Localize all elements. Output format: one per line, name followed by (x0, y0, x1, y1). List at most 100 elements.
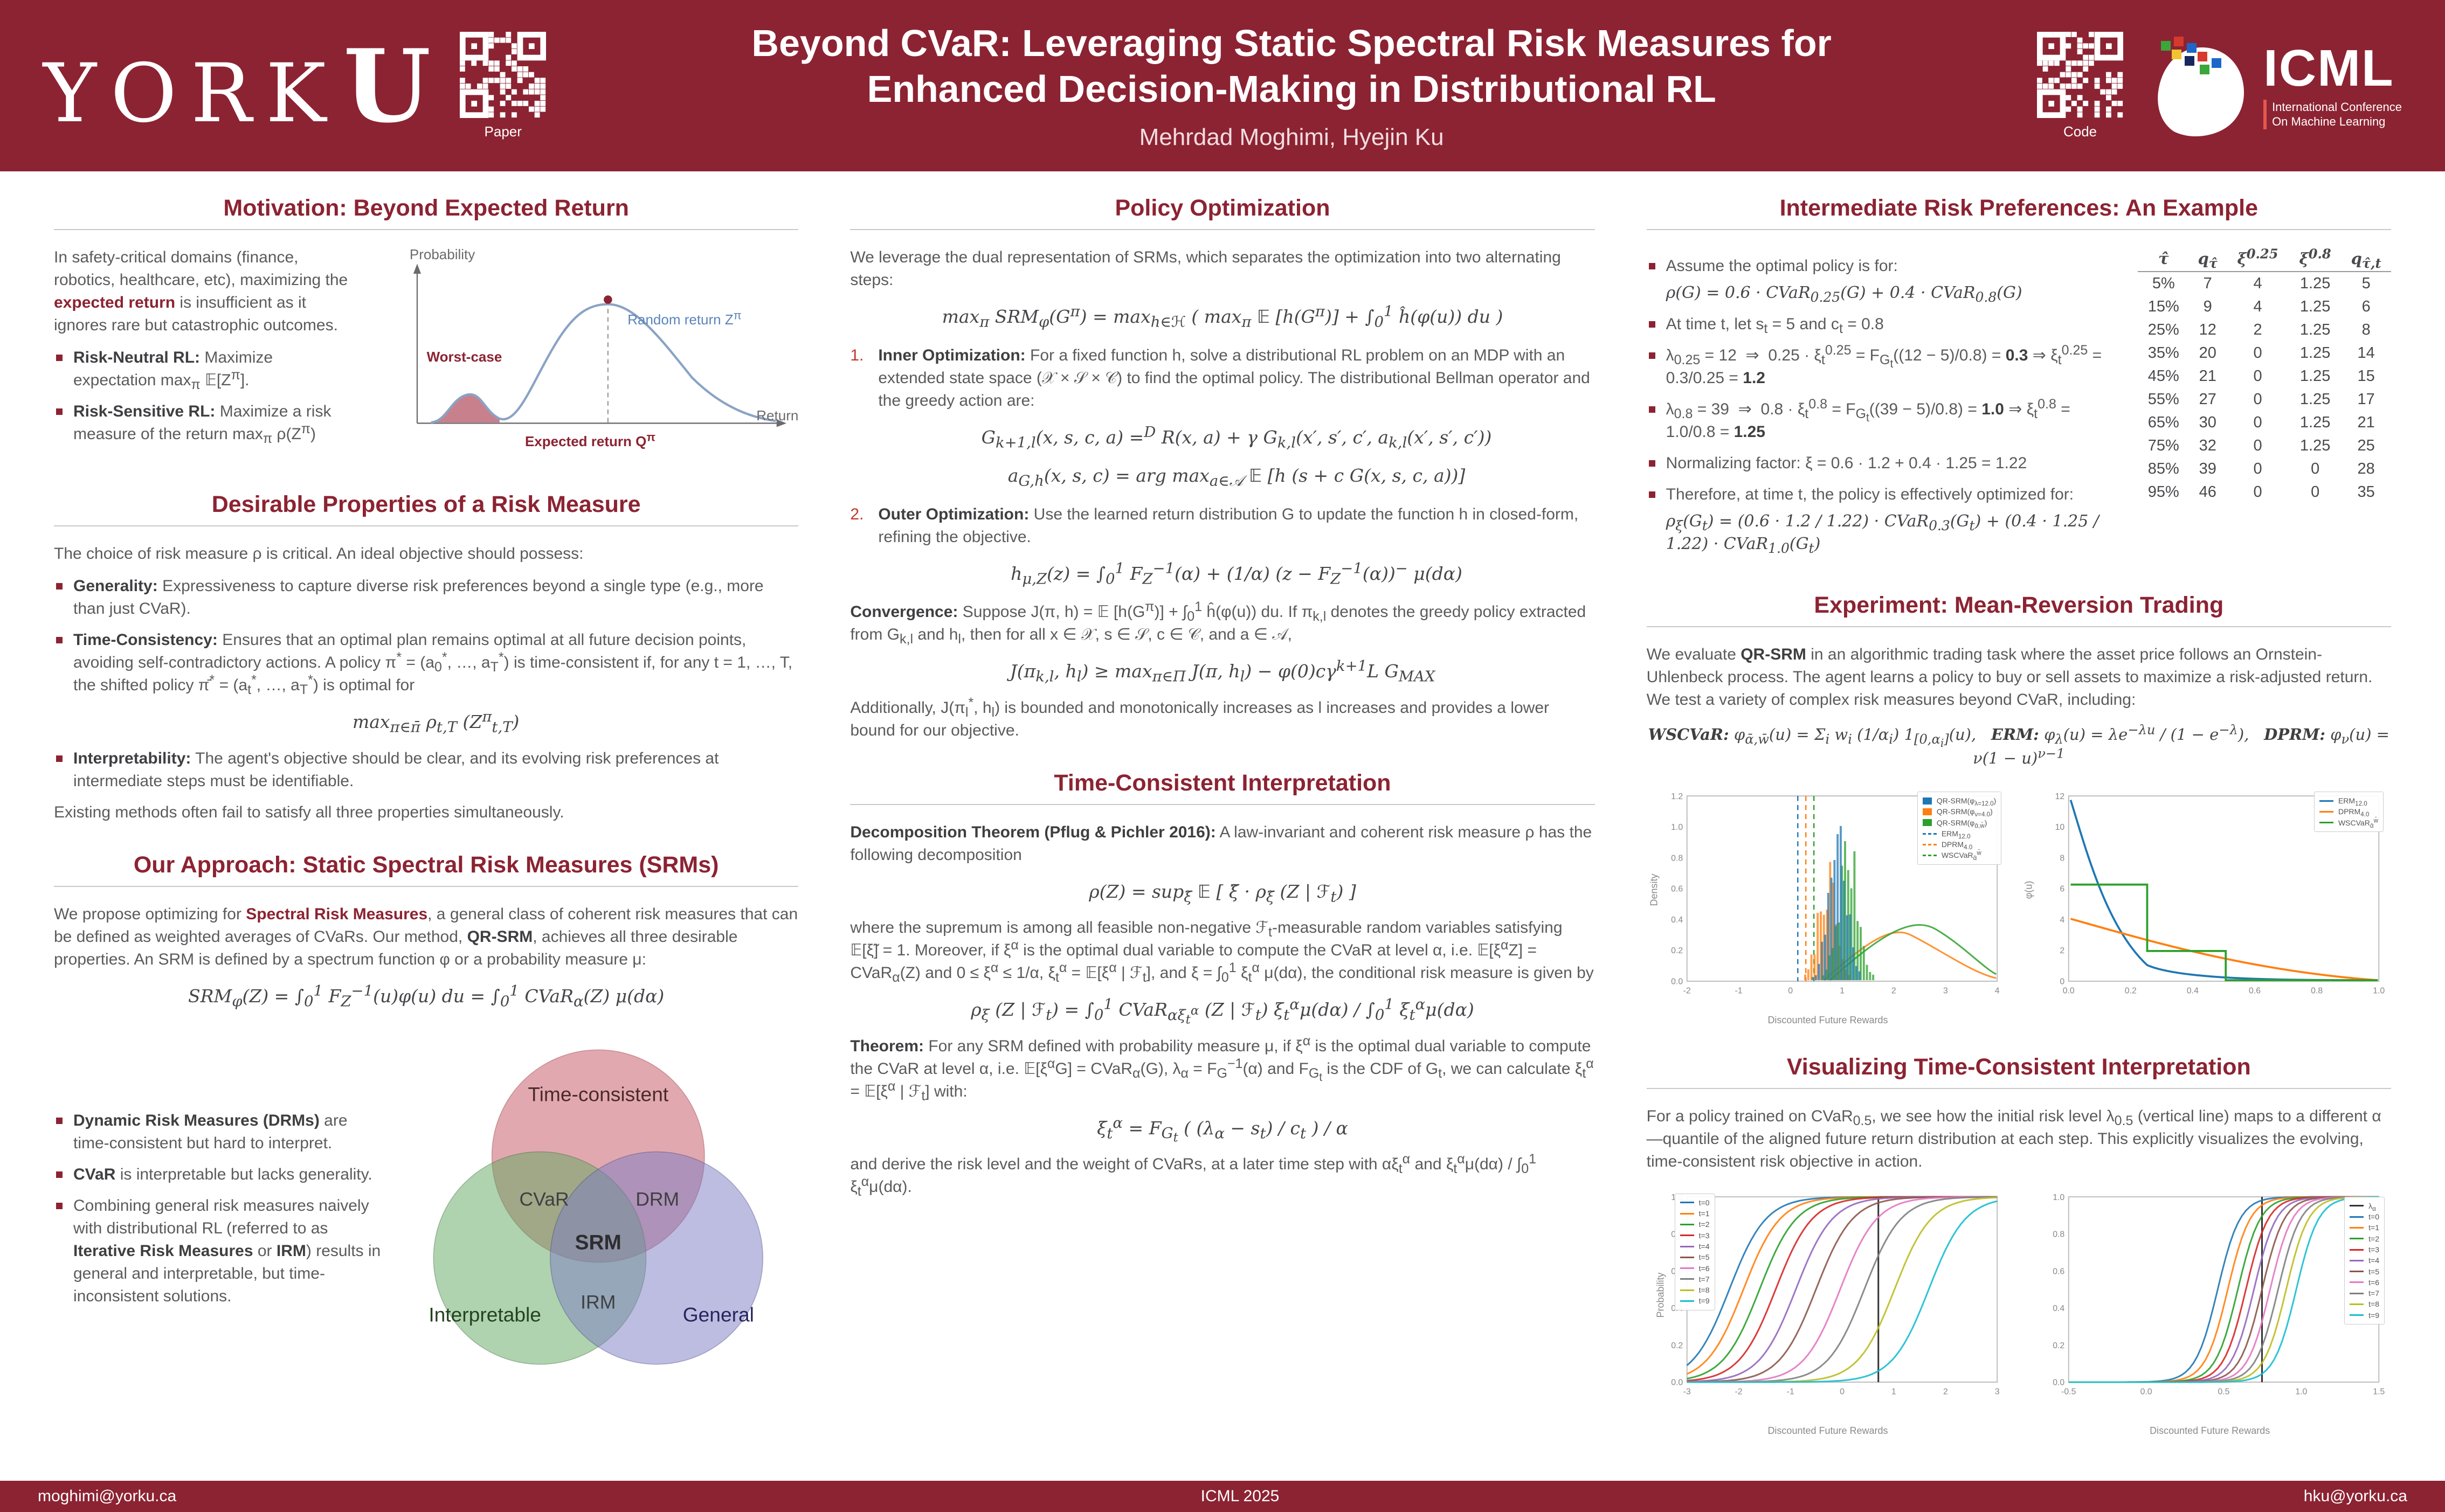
svg-text:-2: -2 (1735, 1387, 1742, 1396)
legend-item: WSCVaRᾱw̄ (2319, 817, 2378, 829)
table-cell: 25% (2147, 321, 2179, 338)
bullet-lambda-025: λ0.25 = 12 ⇒ 0.25 · ξt0.25 = FGt((12 − 5… (1647, 344, 2120, 390)
table-cell: 15 (2357, 367, 2375, 385)
conditional-risk-formula: ρξ (Z | ℱt) = ∫01 CVaRαξtα (Z | ℱt) ξtαμ… (971, 996, 1474, 1027)
paper-qr-code (460, 31, 547, 118)
table-cell: 0 (2253, 344, 2262, 362)
yorku-logo: YORK U (43, 27, 431, 145)
approach-bullets: Dynamic Risk Measures (DRMs) are time-co… (54, 1101, 382, 1316)
section-motivation: Motivation: Beyond Expected Return In sa… (54, 195, 799, 463)
legend-item: DPRM4.0 (2319, 806, 2378, 817)
legend-swatch (2350, 1271, 2364, 1273)
legend-item: t=7 (2350, 1288, 2379, 1299)
legend-swatch (2350, 1249, 2364, 1251)
legend-label: t=5 (2368, 1267, 2379, 1276)
icml-subtitle: International Conference On Machine Learn… (2263, 99, 2402, 129)
bellman-operator-formula: Gk+1,l(x, s, c, a) =D R(x, a) + γ Gk,l(x… (981, 423, 1492, 452)
svg-text:0.2: 0.2 (2053, 1341, 2065, 1350)
table-cell: 46 (2199, 483, 2216, 501)
code-qr-label: Code (2063, 123, 2097, 140)
venn-label-time-consistent: Time-consistent (528, 1083, 669, 1106)
legend-label: λα (2368, 1201, 2376, 1212)
table-row: 35% 20 0 1.25 14 (2138, 342, 2391, 365)
table-header: τ̂ (2138, 246, 2190, 272)
table-cell: 1.25 (2299, 391, 2331, 408)
table-cell: 6 (2361, 298, 2371, 315)
table-row: 45% 21 0 1.25 15 (2138, 365, 2391, 388)
svg-text:-0.5: -0.5 (2061, 1387, 2076, 1396)
venn-label-irm: IRM (581, 1292, 616, 1313)
icml-text: ICML International Conference On Machine … (2263, 42, 2402, 129)
table-row: 95% 46 0 0 35 (2138, 481, 2391, 504)
experiment-intro: We evaluate QR-SRM in an algorithmic tra… (1646, 646, 2373, 709)
density-plot-ylabel: Density (1648, 873, 1660, 906)
convergence-bound-formula: J(πk,l, hl) ≥ maxπ∈Π J(π, hl) − φ(0)cγk+… (1010, 657, 1435, 685)
bullet-drm: Dynamic Risk Measures (DRMs) are time-co… (54, 1109, 382, 1155)
table-cell: 0 (2253, 367, 2262, 385)
legend-swatch (1680, 1278, 1694, 1280)
legend-label: t=0 (2368, 1212, 2379, 1222)
poster-title: Beyond CVaR: Leveraging Static Spectral … (584, 20, 1999, 113)
svg-text:3: 3 (1943, 986, 1948, 995)
venn-label-drm: DRM (636, 1189, 679, 1210)
legend-label: t=3 (2368, 1245, 2379, 1254)
legend-item: t=6 (1680, 1263, 1710, 1274)
svg-text:0.4: 0.4 (2053, 1304, 2065, 1313)
legend-swatch (1922, 819, 1932, 827)
column-3: Intermediate Risk Preferences: An Exampl… (1646, 195, 2391, 1465)
step-outer-optimization: 2. Outer Optimization: Use the learned r… (850, 503, 1594, 587)
table-cell: 17 (2357, 391, 2375, 408)
qr-pattern-icon (2037, 31, 2124, 118)
legend-item: DPRM4.0 (1922, 839, 1997, 851)
legend-item: t=0 (1680, 1197, 1710, 1208)
icml-mark-icon (2158, 37, 2244, 136)
svg-text:0.0: 0.0 (2063, 986, 2075, 995)
density-plot-svg: -2 -1 0 1 2 3 4 0.0 0.2 0.4 0.6 0.8 1.0 1.2 (1671, 792, 2000, 996)
bullet-time-t: At time t, let st = 5 and ct = 0.8 (1647, 313, 2120, 336)
legend-label: t=8 (1698, 1286, 1710, 1295)
legend-label: t=6 (2368, 1278, 2379, 1287)
table-cell: 28 (2357, 460, 2375, 477)
section-heading-motivation: Motivation: Beyond Expected Return (54, 195, 799, 230)
header: YORK U Paper Beyond CVaR: Leveraging Sta… (0, 0, 2445, 171)
table-cell: 9 (2203, 298, 2212, 315)
density-plot-legend: QR-SRM(φλ=12.0) QR-SRM(φν=4.0) QR-SRM(φᾱ,w… (1917, 792, 2002, 865)
legend-item: t=1 (1680, 1208, 1710, 1219)
bullet-time-consistency-text: Time-Consistency: Ensures that an optima… (73, 631, 793, 698)
poster-body: Motivation: Beyond Expected Return In sa… (0, 171, 2445, 1481)
table-cell: 15% (2147, 298, 2179, 315)
legend-swatch (2319, 822, 2333, 824)
motivation-intro: In safety-critical domains (finance, rob… (54, 248, 348, 334)
legend-item: QR-SRM(φλ=12.0) (1922, 795, 1996, 807)
venn-label-general: General (683, 1303, 754, 1326)
risk-measure-formulas: WSCVaR: φᾱ,w̄(u) = Σi wi (1/αi) 1[0,αi](… (1648, 722, 2389, 767)
table-cell: 14 (2357, 344, 2375, 362)
viz-left-ylabel: Probability (1655, 1272, 1666, 1318)
spectrum-plot-ylabel: φ(u) (2023, 880, 2034, 899)
motivation-text: In safety-critical domains (finance, rob… (54, 246, 352, 454)
distribution-plot (413, 263, 786, 427)
table-cell: 21 (2199, 367, 2216, 385)
footer-conference: ICML 2025 (1200, 1487, 1280, 1506)
legend-item: t=5 (1680, 1252, 1710, 1263)
decomposition-theorem: Decomposition Theorem (Pflug & Pichler 2… (850, 823, 1592, 864)
svg-text:0.2: 0.2 (1671, 1341, 1683, 1350)
table-header: ξ0.25 (2226, 246, 2289, 272)
footer: moghimi@yorku.ca ICML 2025 hku@yorku.ca (0, 1481, 2445, 1512)
legend-label: t=0 (1698, 1198, 1710, 1207)
legend-swatch (1922, 855, 1937, 857)
footer-email-left: moghimi@yorku.ca (38, 1487, 177, 1506)
legend-label: ERM12.0 (1941, 829, 1971, 840)
policy-intro: We leverage the dual representation of S… (850, 248, 1561, 289)
section-heading-properties: Desirable Properties of a Risk Measure (54, 491, 799, 527)
yorku-u-mark: U (343, 26, 431, 145)
svg-text:4: 4 (1994, 986, 1999, 995)
venn-label-srm: SRM (575, 1231, 621, 1254)
paper-qr-label: Paper (484, 123, 522, 140)
legend-label: DPRM4.0 (1941, 840, 1973, 851)
table-cell: 95% (2147, 483, 2179, 501)
step-inner-text: Inner Optimization: For a fixed function… (878, 346, 1590, 410)
legend-swatch (2319, 800, 2333, 802)
legend-item: t=6 (2350, 1277, 2379, 1288)
